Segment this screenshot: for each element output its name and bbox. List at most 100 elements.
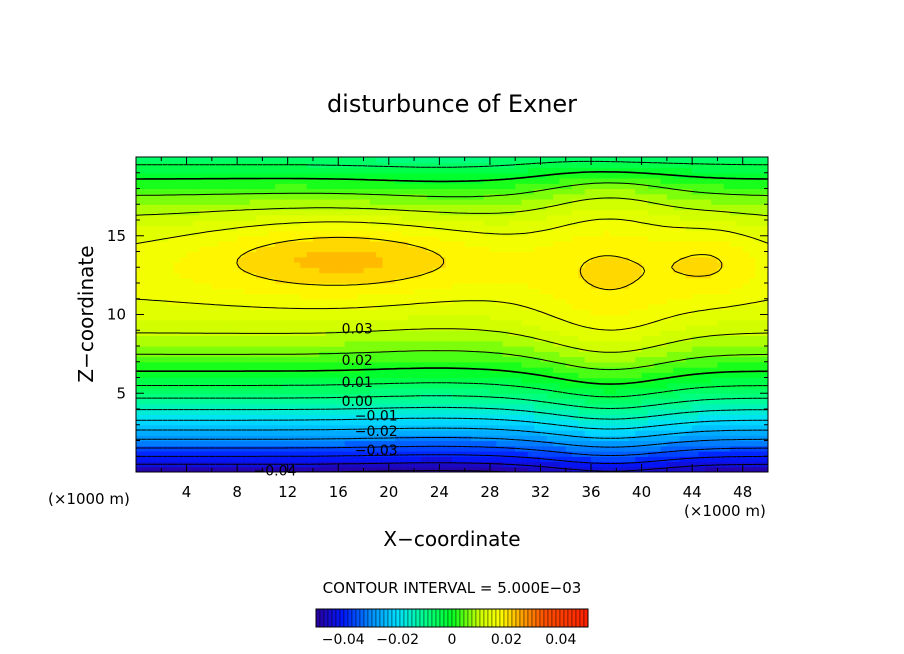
contour-cell <box>287 430 295 436</box>
contour-cell <box>508 225 516 232</box>
contour-cell <box>489 430 497 436</box>
contour-cell <box>546 372 554 379</box>
contour-cell <box>363 225 371 232</box>
contour-cell <box>641 440 649 447</box>
contour-cell <box>489 456 497 463</box>
contour-cell <box>483 409 491 415</box>
contour-cell <box>553 451 561 457</box>
contour-cell <box>211 403 219 410</box>
contour-cell <box>660 309 668 316</box>
contour-cell <box>546 256 554 263</box>
contour-cell <box>755 466 763 472</box>
contour-cell <box>654 246 662 253</box>
contour-cell <box>578 262 586 268</box>
contour-cell <box>338 340 346 347</box>
contour-cell <box>218 230 226 237</box>
contour-cell <box>445 309 453 316</box>
contour-cell <box>161 356 169 363</box>
contour-cell <box>666 251 674 258</box>
contour-cell <box>192 377 200 384</box>
contour-cell <box>502 288 510 295</box>
contour-cell <box>534 393 542 400</box>
contour-cell <box>357 372 365 379</box>
contour-cell <box>591 335 598 342</box>
contour-cell <box>622 356 630 363</box>
contour-cell <box>275 409 282 415</box>
contour-cell <box>306 220 314 226</box>
contour-cell <box>527 361 535 368</box>
contour-cell <box>230 340 238 347</box>
contour-cell <box>673 325 681 331</box>
contour-cell <box>723 466 731 472</box>
contour-cell <box>578 445 586 452</box>
contour-cell <box>660 251 668 258</box>
contour-cell <box>173 251 181 258</box>
contour-cell <box>369 440 377 447</box>
contour-cell <box>496 356 504 363</box>
contour-cell <box>521 251 529 258</box>
contour-cell <box>237 267 245 274</box>
contour-cell <box>420 288 428 295</box>
contour-cell <box>736 398 744 405</box>
contour-cell <box>647 424 655 431</box>
contour-cell <box>249 283 257 289</box>
contour-cell <box>161 414 169 421</box>
contour-cell <box>515 466 523 472</box>
contour-cell <box>458 351 466 358</box>
contour-cell <box>610 220 617 226</box>
contour-cell <box>489 330 497 337</box>
contour-cell <box>591 393 598 400</box>
contour-cell <box>268 209 276 216</box>
contour-cell <box>452 382 459 389</box>
contour-cell <box>508 214 516 221</box>
contour-cell <box>483 272 491 279</box>
contour-cell <box>610 424 617 431</box>
contour-cell <box>591 235 598 242</box>
contour-cell <box>287 262 295 268</box>
contour-cell <box>312 304 320 310</box>
contour-cell <box>237 361 245 368</box>
contour-cell <box>711 435 719 442</box>
contour-cell <box>679 304 687 310</box>
contour-cell <box>395 335 403 342</box>
contour-cell <box>186 424 194 431</box>
contour-cell <box>698 424 706 431</box>
contour-cell <box>635 272 643 279</box>
contour-cell <box>382 230 390 237</box>
contour-cell <box>628 356 636 363</box>
contour-cell <box>357 288 365 295</box>
contour-cell <box>635 393 643 400</box>
contour-cell <box>483 225 491 232</box>
contour-cell <box>218 361 226 368</box>
contour-cell <box>654 309 662 316</box>
contour-cell <box>401 403 409 410</box>
contour-cell <box>553 330 561 337</box>
contour-cell <box>281 388 289 394</box>
contour-cell <box>268 435 276 442</box>
contour-cell <box>148 272 156 279</box>
contour-cell <box>281 409 289 415</box>
contour-cell <box>673 267 681 274</box>
contour-cell <box>502 409 510 415</box>
contour-cell <box>464 466 472 472</box>
contour-cell <box>338 220 346 226</box>
contour-cell <box>692 309 700 316</box>
contour-cell <box>508 220 516 226</box>
contour-cell <box>458 377 466 384</box>
contour-cell <box>610 403 617 410</box>
contour-cell <box>161 335 169 342</box>
contour-cell <box>369 209 377 216</box>
contour-cell <box>180 220 188 226</box>
contour-cell <box>647 409 655 415</box>
contour-cell <box>502 235 510 242</box>
contour-cell <box>755 262 763 268</box>
contour-cell <box>496 451 504 457</box>
contour-cell <box>628 377 636 384</box>
contour-cell <box>730 335 737 342</box>
contour-cell <box>496 435 504 442</box>
contour-cell <box>420 214 428 221</box>
contour-cell <box>610 346 617 352</box>
contour-cell <box>388 419 396 426</box>
contour-cell <box>622 372 630 379</box>
contour-cell <box>755 256 763 263</box>
